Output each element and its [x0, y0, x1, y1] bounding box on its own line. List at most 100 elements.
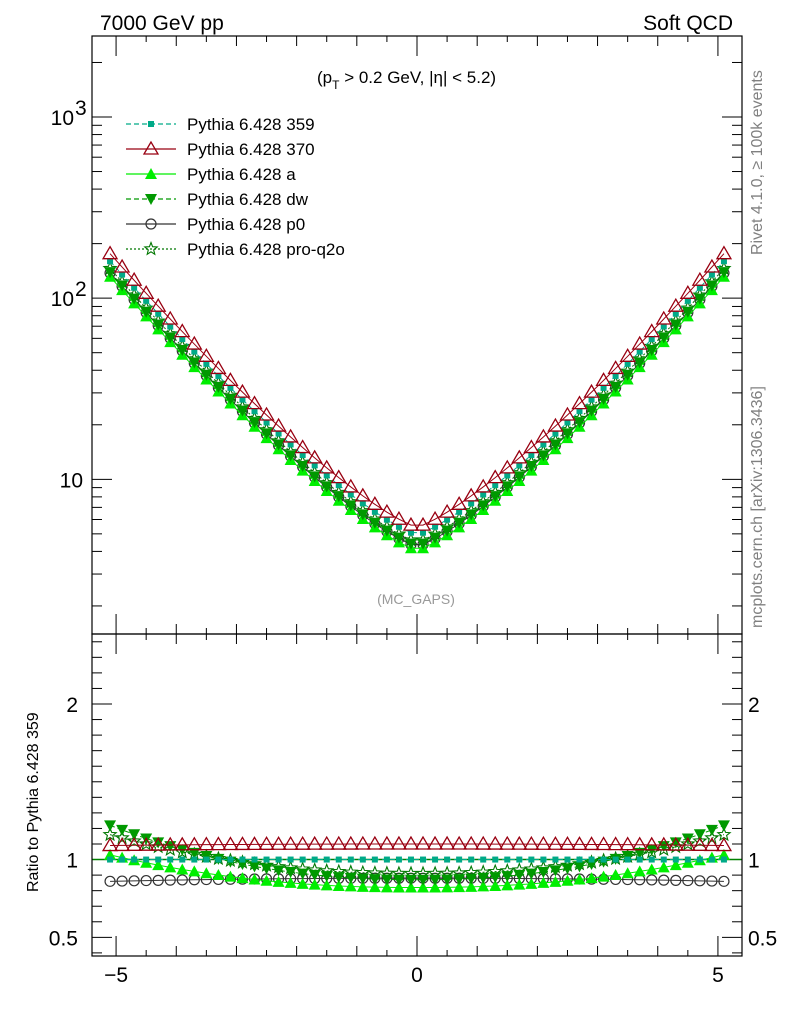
ratio-point-p359: [540, 856, 547, 863]
ratio-point-p0: [682, 874, 694, 887]
header-left: 7000 GeV pp: [100, 12, 224, 35]
data-point-p359: [203, 360, 210, 367]
ratio-point-p359: [684, 856, 691, 863]
data-point-dw: [308, 471, 321, 483]
ratio-point-p370: [475, 835, 492, 850]
ratio-point-p0: [116, 875, 128, 887]
data-point-dw: [585, 405, 598, 417]
ratio-point-dw: [669, 837, 682, 849]
ratio-point-a: [597, 870, 610, 882]
data-point-p370: [306, 449, 323, 464]
data-point-dw: [212, 381, 225, 393]
y-tick-label: 2: [748, 694, 760, 717]
data-point-p359: [480, 491, 487, 498]
data-point-p359: [516, 462, 523, 469]
ratio-point-p359: [251, 856, 258, 863]
ratio-point-a: [645, 863, 658, 875]
ratio-point-p359: [720, 856, 727, 863]
ratio-point-p370: [354, 835, 371, 850]
data-point-p359: [504, 472, 511, 479]
ratio-point-p359: [371, 856, 378, 863]
ratio-point-p370: [571, 836, 588, 851]
ratio-point-dw: [705, 824, 718, 836]
data-point-dw: [116, 280, 129, 292]
ratio-point-p370: [246, 836, 263, 851]
cut-label-suffix: > 0.2 GeV, |η| < 5.2): [339, 68, 496, 87]
data-point-p370: [571, 395, 588, 410]
data-point-p359: [263, 419, 270, 426]
ratio-point-proq2o: [656, 841, 672, 857]
ratio-point-p359: [588, 856, 595, 863]
ratio-point-p370: [258, 836, 275, 850]
data-point-dw: [404, 538, 417, 550]
data-point-p359: [636, 348, 643, 355]
ratio-point-p370: [414, 835, 432, 850]
ratio-point-p370: [450, 835, 468, 850]
data-point-p359: [492, 482, 499, 489]
data-point-p370: [174, 323, 191, 338]
data-point-p370: [475, 478, 492, 493]
ratio-point-dw: [392, 874, 405, 886]
data-point-p359: [191, 348, 198, 355]
data-point-dw: [693, 293, 706, 305]
data-point-p359: [323, 472, 330, 479]
ratio-line-p0: [110, 877, 724, 882]
data-point-p370: [138, 284, 155, 299]
legend-label-p359: Pythia 6.428 359: [187, 115, 315, 134]
ratio-point-p359: [131, 856, 138, 863]
data-point-p370: [487, 469, 504, 484]
y-tick-exponent: 2: [75, 278, 87, 301]
data-point-dw: [561, 428, 574, 440]
ratio-point-p0: [176, 874, 188, 886]
data-point-dw: [453, 517, 466, 529]
data-point-p359: [275, 430, 282, 437]
ratio-point-p370: [186, 836, 203, 851]
ratio-point-dw: [633, 847, 646, 859]
ratio-point-p359: [672, 856, 679, 863]
ratio-point-p359: [528, 856, 535, 863]
ratio-point-p370: [330, 835, 347, 850]
data-point-dw: [621, 369, 634, 381]
data-point-dw: [597, 393, 610, 405]
ratio-point-p359: [275, 856, 282, 863]
data-point-p359: [432, 523, 439, 530]
ratio-point-p370: [162, 836, 179, 851]
data-point-dw: [284, 450, 297, 462]
ratio-point-a: [537, 876, 550, 888]
data-point-p370: [342, 478, 359, 493]
data-point-p370: [330, 469, 347, 484]
ratio-point-p370: [715, 837, 733, 852]
ratio-point-p0: [152, 874, 164, 886]
data-point-p359: [287, 441, 294, 448]
data-point-p370: [691, 271, 709, 286]
data-point-dw: [380, 525, 393, 537]
ratio-point-p359: [407, 856, 414, 863]
ratio-point-a: [513, 878, 526, 890]
ratio-point-p370: [101, 837, 119, 852]
data-point-p359: [383, 516, 390, 523]
ratio-point-dw: [200, 850, 213, 862]
ratio-line-a: [109, 854, 725, 889]
ratio-point-p370: [643, 836, 660, 851]
ratio-point-proq2o: [704, 829, 720, 845]
data-point-dw: [224, 393, 237, 405]
data-point-dw: [633, 357, 646, 369]
series-line-p370: [109, 253, 725, 526]
ratio-point-p359: [299, 856, 306, 863]
data-point-p359: [359, 500, 366, 507]
ratio-point-dw: [621, 850, 634, 862]
ratio-point-p359: [456, 856, 463, 863]
ratio-point-p359: [420, 856, 427, 863]
data-point-p370: [318, 459, 335, 474]
ratio-point-p370: [583, 836, 600, 851]
ratio-point-a: [164, 861, 177, 873]
data-point-p370: [547, 417, 564, 432]
ratio-point-a: [248, 873, 261, 885]
ratio-point-dw: [332, 872, 345, 884]
mcplots-label: mcplots.cern.ch [arXiv:1306.3436]: [749, 386, 766, 628]
ratio-point-p370: [691, 837, 709, 851]
ratio-point-p359: [660, 856, 667, 863]
ratio-point-dw: [561, 863, 574, 875]
ratio-point-p370: [366, 835, 384, 850]
analysis-label: (MC_GAPS): [377, 591, 455, 607]
